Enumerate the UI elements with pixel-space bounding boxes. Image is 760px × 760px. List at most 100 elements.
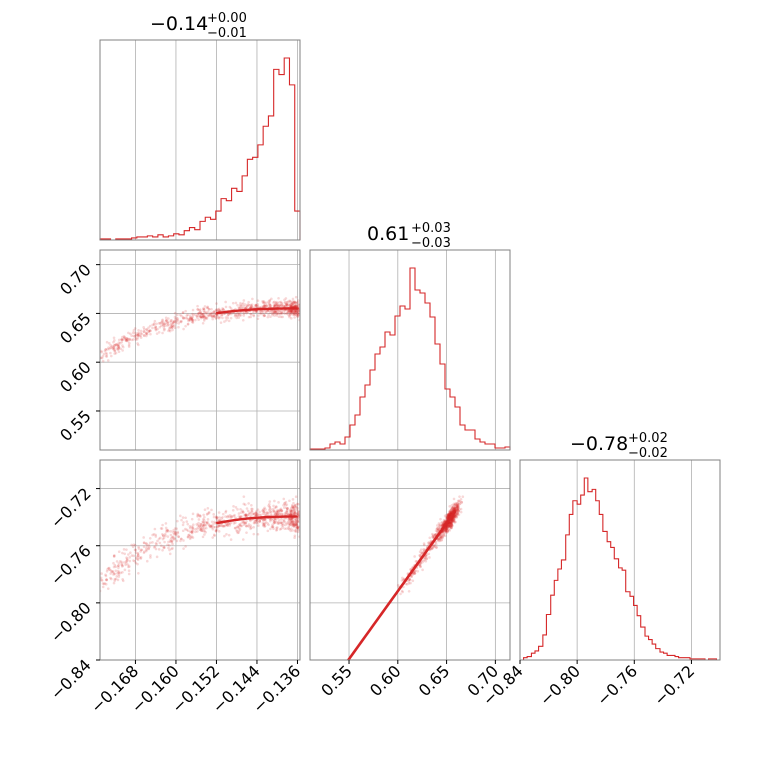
scatter-point bbox=[296, 315, 300, 318]
scatter-point bbox=[241, 520, 245, 523]
scatter-point bbox=[226, 313, 230, 316]
scatter-point bbox=[239, 305, 242, 308]
scatter-point bbox=[175, 539, 179, 543]
scatter-point bbox=[250, 509, 254, 513]
scatter-point bbox=[182, 316, 185, 320]
scatter-point bbox=[173, 532, 177, 536]
scatter-point bbox=[449, 525, 452, 529]
scatter-point bbox=[202, 307, 206, 311]
scatter-point bbox=[114, 343, 118, 347]
scatter-point bbox=[209, 313, 213, 316]
scatter-point bbox=[148, 537, 152, 540]
scatter-point bbox=[283, 502, 286, 505]
scatter-point bbox=[290, 509, 294, 513]
scatter-point bbox=[198, 515, 202, 518]
scatter-point bbox=[167, 317, 170, 320]
scatter-point bbox=[166, 528, 170, 532]
scatter-point bbox=[104, 574, 108, 578]
scatter-point bbox=[291, 300, 295, 303]
scatter-point bbox=[185, 520, 189, 523]
scatter-point bbox=[289, 310, 293, 314]
scatter-point bbox=[217, 316, 220, 319]
scatter-point bbox=[228, 522, 232, 526]
scatter-point bbox=[170, 325, 174, 329]
scatter-point bbox=[283, 512, 287, 515]
scatter-point bbox=[255, 510, 258, 513]
scatter-point bbox=[242, 299, 246, 302]
scatter-point bbox=[159, 321, 163, 324]
scatter-point bbox=[292, 520, 295, 524]
scatter-point bbox=[136, 334, 140, 337]
scatter-point bbox=[152, 322, 156, 325]
scatter-point bbox=[250, 510, 253, 513]
scatter-point bbox=[427, 541, 430, 545]
scatter-point bbox=[289, 529, 293, 533]
scatter-point bbox=[291, 524, 294, 527]
scatter-point bbox=[454, 513, 458, 517]
scatter-point bbox=[205, 522, 209, 525]
scatter-point bbox=[145, 559, 149, 563]
scatter-point bbox=[457, 510, 460, 513]
scatter-point bbox=[285, 522, 289, 526]
scatter-point bbox=[163, 540, 166, 544]
scatter-point bbox=[277, 519, 281, 522]
scatter-point bbox=[267, 300, 270, 303]
scatter-point bbox=[195, 527, 199, 530]
scatter-point bbox=[449, 523, 452, 526]
scatter-point bbox=[224, 511, 227, 514]
scatter-point bbox=[123, 336, 127, 339]
scatter-point bbox=[422, 542, 426, 545]
scatter-point bbox=[289, 509, 293, 512]
scatter-point bbox=[273, 310, 277, 314]
scatter-point bbox=[445, 525, 449, 528]
scatter-point bbox=[157, 321, 161, 325]
scatter-point bbox=[447, 525, 451, 528]
scatter-point bbox=[271, 310, 275, 314]
scatter-point bbox=[245, 507, 249, 510]
scatter-point bbox=[105, 340, 109, 344]
scatter-point bbox=[266, 522, 269, 525]
scatter-point bbox=[173, 315, 177, 319]
scatter-point bbox=[291, 506, 295, 510]
scatter-point bbox=[411, 573, 414, 576]
scatter-point bbox=[116, 348, 120, 352]
scatter-point bbox=[184, 309, 187, 313]
scatter-point bbox=[191, 526, 195, 529]
scatter-point bbox=[93, 593, 96, 596]
scatter-point bbox=[161, 318, 164, 322]
scatter-point bbox=[449, 523, 453, 527]
scatter-point bbox=[258, 519, 261, 523]
scatter-point bbox=[117, 571, 121, 575]
scatter-point bbox=[440, 521, 443, 525]
scatter-point bbox=[450, 522, 453, 526]
scatter-point bbox=[291, 503, 294, 507]
scatter-point bbox=[455, 503, 458, 507]
scatter-point bbox=[277, 310, 281, 313]
scatter-point bbox=[259, 312, 263, 316]
scatter-point bbox=[292, 309, 296, 313]
scatter-point bbox=[120, 562, 124, 565]
scatter-point bbox=[448, 505, 452, 508]
scatter-point bbox=[200, 313, 203, 316]
scatter-point bbox=[453, 506, 457, 509]
scatter-point bbox=[438, 523, 441, 527]
scatter-point bbox=[275, 529, 278, 532]
scatter-point bbox=[236, 531, 240, 535]
scatter-point bbox=[170, 326, 173, 330]
scatter-point bbox=[181, 311, 185, 314]
scatter-point bbox=[265, 304, 269, 307]
scatter-point bbox=[427, 552, 431, 556]
scatter-point bbox=[284, 303, 288, 306]
scatter-point bbox=[251, 507, 254, 511]
scatter-point bbox=[212, 310, 216, 313]
scatter-point bbox=[446, 513, 450, 516]
scatter-point bbox=[197, 526, 200, 529]
scatter-point bbox=[145, 542, 148, 545]
scatter-point bbox=[214, 529, 218, 533]
scatter-point bbox=[280, 310, 284, 314]
scatter-point bbox=[174, 532, 178, 535]
scatter-point bbox=[419, 565, 422, 569]
scatter-point bbox=[115, 342, 119, 346]
scatter-point bbox=[202, 313, 205, 316]
scatter-point bbox=[274, 303, 277, 306]
